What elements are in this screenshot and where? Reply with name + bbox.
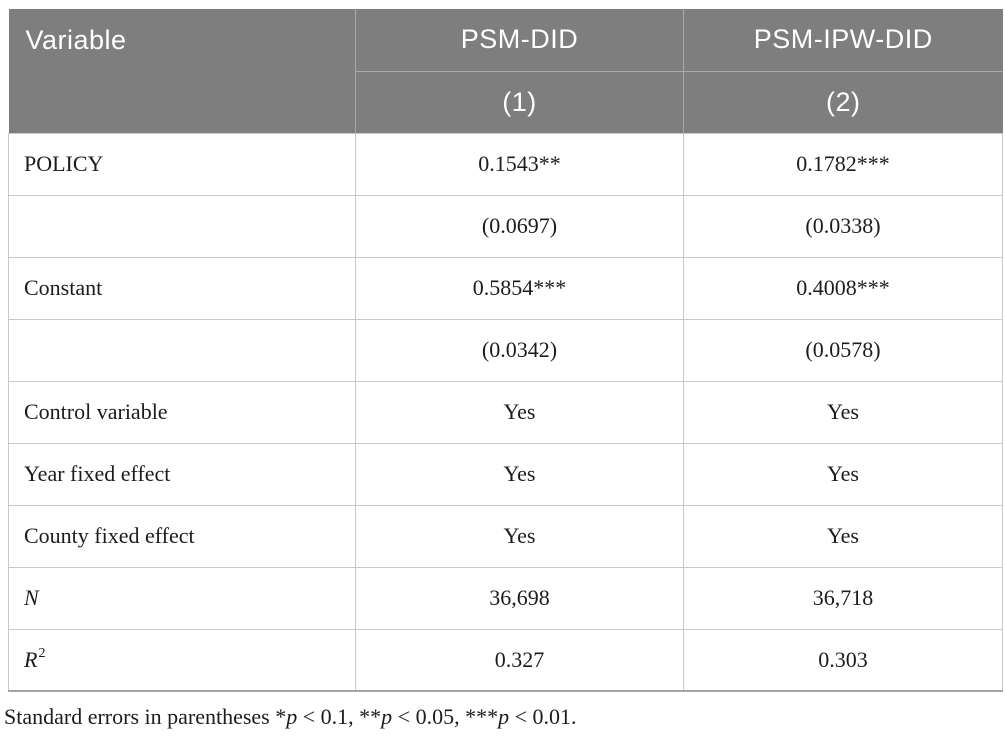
- footnote-p-italic: p: [286, 704, 298, 729]
- row-label: [8, 318, 356, 382]
- header-cell-psm-ipw-did: PSM-IPW-DID: [683, 9, 1003, 71]
- table-row-constant-se: (0.0342) (0.0578): [8, 318, 1003, 382]
- row-label: R2: [8, 628, 356, 692]
- cell-value: 0.327: [355, 628, 684, 692]
- row-label: Control variable: [8, 380, 356, 444]
- footnote-text: < 0.1, **: [297, 704, 382, 729]
- cell-value: Yes: [355, 504, 684, 568]
- cell-value: 0.1782***: [683, 132, 1003, 196]
- regression-results-table-wrap: Variable PSM-DID PSM-IPW-DID (1) (2) POL…: [8, 9, 1003, 692]
- cell-value: 0.1543**: [355, 132, 684, 196]
- cell-value: 0.5854***: [355, 256, 684, 320]
- table-row-county-fixed-effect: County fixed effect Yes Yes: [8, 504, 1003, 568]
- cell-value: Yes: [355, 442, 684, 506]
- row-label: POLICY: [8, 132, 356, 196]
- table-body: POLICY 0.1543** 0.1782*** (0.0697) (0.03…: [8, 132, 1003, 692]
- header-row-model-numbers: (1) (2): [9, 70, 1003, 133]
- cell-value: 36,718: [683, 566, 1003, 630]
- header-cell-model-2: (2): [683, 70, 1003, 133]
- cell-value: 0.303: [683, 628, 1003, 692]
- footnote-p-italic: p: [381, 704, 393, 729]
- row-label: N: [8, 566, 356, 630]
- table-row-policy-se: (0.0697) (0.0338): [8, 194, 1003, 258]
- cell-value: Yes: [683, 442, 1003, 506]
- cell-value: (0.0342): [355, 318, 684, 382]
- footnote-p-italic: p: [498, 704, 510, 729]
- cell-value: (0.0697): [355, 194, 684, 258]
- row-label: [8, 194, 356, 258]
- cell-value: 0.4008***: [683, 256, 1003, 320]
- header-cell-variable: Variable: [8, 9, 356, 133]
- header-cell-psm-did: PSM-DID: [355, 9, 684, 71]
- table-row-year-fixed-effect: Year fixed effect Yes Yes: [8, 442, 1003, 506]
- header-cell-model-1: (1): [355, 70, 684, 133]
- table-header: Variable PSM-DID PSM-IPW-DID (1) (2): [8, 9, 1003, 133]
- cell-value: (0.0338): [683, 194, 1003, 258]
- header-row-main: Variable PSM-DID PSM-IPW-DID: [8, 9, 1003, 133]
- table-row-n-observations: N 36,698 36,718: [8, 566, 1003, 630]
- table-row-policy: POLICY 0.1543** 0.1782***: [8, 132, 1003, 196]
- table-row-constant: Constant 0.5854*** 0.4008***: [8, 256, 1003, 320]
- row-label: County fixed effect: [8, 504, 356, 568]
- r-squared-exponent: 2: [38, 646, 46, 662]
- table-row-control-variable: Control variable Yes Yes: [8, 380, 1003, 444]
- cell-value: (0.0578): [683, 318, 1003, 382]
- cell-value: Yes: [683, 380, 1003, 444]
- regression-results-table: Variable PSM-DID PSM-IPW-DID (1) (2) POL…: [8, 9, 1003, 692]
- cell-value: 36,698: [355, 566, 684, 630]
- table-row-r-squared: R2 0.327 0.303: [8, 628, 1003, 692]
- cell-value: Yes: [683, 504, 1003, 568]
- row-label: Year fixed effect: [8, 442, 356, 506]
- row-label: Constant: [8, 256, 356, 320]
- header-variable-label: Variable: [25, 24, 127, 55]
- footnote-text: < 0.01.: [509, 704, 577, 729]
- table-footnote: Standard errors in parentheses *p < 0.1,…: [4, 704, 577, 730]
- footnote-text: < 0.05, ***: [392, 704, 499, 729]
- cell-value: Yes: [355, 380, 684, 444]
- footnote-text: Standard errors in parentheses *: [4, 704, 287, 729]
- r-squared-base: R: [24, 646, 38, 672]
